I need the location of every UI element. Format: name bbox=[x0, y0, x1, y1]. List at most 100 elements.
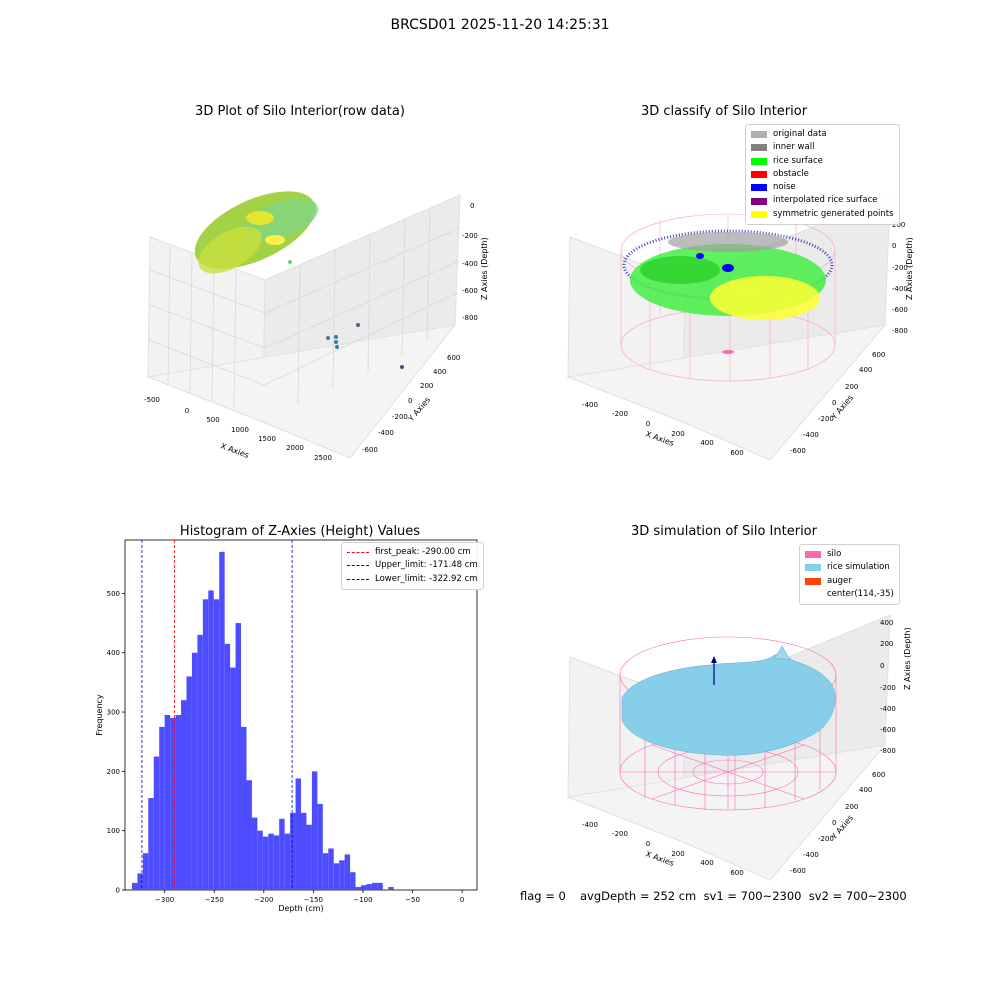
legend-line bbox=[347, 565, 369, 567]
simulation-z-tick: -800 bbox=[880, 747, 896, 755]
classify-x-ticks: -400 -200 0 200 400 600 bbox=[582, 401, 744, 457]
classify-y-tick: 200 bbox=[845, 383, 858, 391]
histogram-bar bbox=[306, 824, 312, 890]
histogram-bar bbox=[208, 590, 214, 890]
histogram-bar bbox=[371, 882, 378, 890]
pane-floor bbox=[566, 744, 887, 881]
histogram-x-tick-label: −250 bbox=[205, 896, 224, 904]
histogram-bar bbox=[262, 836, 269, 890]
raw-y-tick: 200 bbox=[420, 382, 433, 390]
histogram-bar bbox=[235, 623, 242, 890]
legend-line bbox=[347, 552, 369, 554]
histogram-bar bbox=[268, 833, 274, 890]
histogram-x-tick-label: −100 bbox=[353, 896, 372, 904]
raw-z-tick: 0 bbox=[470, 202, 474, 210]
raw-x-tick: 2000 bbox=[286, 444, 304, 452]
classify-legend: original data inner wall rice surface ob… bbox=[745, 124, 900, 226]
histogram-title: Histogram of Z-Axies (Height) Values bbox=[179, 524, 421, 539]
raw-z-ticks: 0 -200 -400 -600 -800 bbox=[462, 202, 478, 322]
simulation-y-tick: -400 bbox=[803, 851, 819, 859]
histogram-bar bbox=[355, 887, 361, 890]
histogram-bar bbox=[311, 771, 318, 890]
histogram-x-ticks: −300 −250 −200 −150 −100 −50 0 bbox=[155, 890, 464, 904]
legend-item: first_peak: -290.00 cm bbox=[347, 546, 478, 559]
simulation-y-tick: -200 bbox=[818, 835, 834, 843]
raw-3d-plot: -500 0 500 1000 1500 2000 2500 X Axies -… bbox=[144, 191, 489, 462]
histogram-ref-lines bbox=[141, 540, 293, 890]
simulation-z-ticks: 400 200 0 -200 -400 -600 -800 bbox=[880, 619, 896, 755]
legend-item: silo bbox=[805, 548, 894, 561]
legend-item: Upper_limit: -171.48 cm bbox=[347, 559, 478, 572]
raw-z-tick: -400 bbox=[462, 260, 478, 268]
histogram-bar bbox=[295, 778, 301, 890]
simulation-x-tick: 600 bbox=[730, 869, 743, 877]
classify-y-ticks: -600 -400 -200 0 200 400 600 bbox=[790, 351, 885, 455]
histogram-bar bbox=[202, 599, 209, 890]
classify-z-tick: -200 bbox=[892, 264, 908, 272]
raw-z-tick: -600 bbox=[462, 287, 478, 295]
histogram-bar bbox=[142, 853, 149, 890]
histogram-bar bbox=[153, 756, 160, 890]
simulation-z-tick: -400 bbox=[880, 705, 896, 713]
simulation-plot-title: 3D simulation of Silo Interior bbox=[631, 524, 817, 539]
histogram-bar bbox=[241, 726, 247, 890]
simulation-y-ticks: -600 -400 -200 0 200 400 600 bbox=[790, 771, 885, 875]
histogram-bar bbox=[170, 717, 176, 890]
histogram-bar bbox=[230, 667, 236, 890]
flag-text: flag = 0 bbox=[520, 889, 566, 903]
histogram-bar bbox=[219, 551, 225, 890]
classify-y-tick: -600 bbox=[790, 447, 806, 455]
histogram-legend: first_peak: -290.00 cm Upper_limit: -171… bbox=[341, 542, 484, 590]
histogram-bar bbox=[322, 853, 329, 890]
classify-z-tick: 0 bbox=[892, 242, 896, 250]
raw-x-tick: -500 bbox=[144, 396, 160, 404]
classified-point-cloud bbox=[622, 229, 834, 354]
classify-z-tick: -400 bbox=[892, 285, 908, 293]
raw-z-label: Z Axies (Depth) bbox=[480, 237, 489, 300]
histogram-bar bbox=[137, 873, 143, 890]
simulation-y-tick: 0 bbox=[832, 819, 836, 827]
raw-z-tick: -800 bbox=[462, 314, 478, 322]
histogram-x-tick-label: −150 bbox=[304, 896, 323, 904]
legend-item: inner wall bbox=[751, 141, 894, 154]
simulation-z-tick: 0 bbox=[880, 662, 884, 670]
histogram-bars bbox=[131, 551, 394, 890]
simulation-z-tick: 400 bbox=[880, 619, 893, 627]
simulation-z-tick: -600 bbox=[880, 726, 896, 734]
simulation-z-tick: -200 bbox=[880, 684, 896, 692]
classify-x-tick: 0 bbox=[646, 420, 650, 428]
histogram-bar bbox=[333, 863, 340, 890]
legend-item: auger bbox=[805, 575, 894, 588]
legend-item: original data bbox=[751, 128, 894, 141]
histogram-y-ticks: 0 100 200 300 400 500 bbox=[107, 590, 125, 895]
legend-swatch bbox=[751, 210, 767, 218]
classify-y-tick: -400 bbox=[803, 431, 819, 439]
legend-swatch bbox=[751, 197, 767, 205]
raw-y-tick: 400 bbox=[433, 368, 446, 376]
histogram-bar bbox=[191, 652, 198, 890]
histogram-bar bbox=[175, 715, 182, 890]
legend-item: rice simulation bbox=[805, 561, 894, 574]
figure-title: BRCSD01 2025-11-20 14:25:31 bbox=[390, 17, 610, 33]
histogram-bar bbox=[273, 835, 280, 890]
rice-peak bbox=[774, 645, 791, 661]
classify-plot-title: 3D classify of Silo Interior bbox=[640, 104, 808, 119]
legend-swatch bbox=[751, 184, 767, 192]
classify-3d-plot: -400 -200 0 200 400 600 X Axies -600 -40… bbox=[566, 194, 914, 461]
histogram-bar bbox=[284, 833, 291, 890]
simulation-x-tick: 200 bbox=[671, 850, 684, 858]
histogram-y-tick-label: 500 bbox=[107, 590, 120, 598]
legend-item: interpolated rice surface bbox=[751, 194, 894, 207]
raw-y-tick: 600 bbox=[447, 354, 460, 362]
histogram-x-tick-label: −200 bbox=[254, 896, 273, 904]
histogram-bar bbox=[131, 882, 138, 890]
raw-x-tick: 500 bbox=[206, 416, 219, 424]
simulation-x-tick: -200 bbox=[612, 830, 628, 838]
simulation-z-tick: 200 bbox=[880, 640, 893, 648]
histogram-y-tick-label: 100 bbox=[107, 827, 120, 835]
histogram-y-tick-label: 400 bbox=[107, 649, 120, 657]
simulation-z-label: Z Axies (Depth) bbox=[903, 627, 912, 690]
simulation-x-tick: 0 bbox=[646, 840, 650, 848]
simulation-x-tick: -400 bbox=[582, 821, 598, 829]
histogram-bar bbox=[251, 817, 258, 890]
